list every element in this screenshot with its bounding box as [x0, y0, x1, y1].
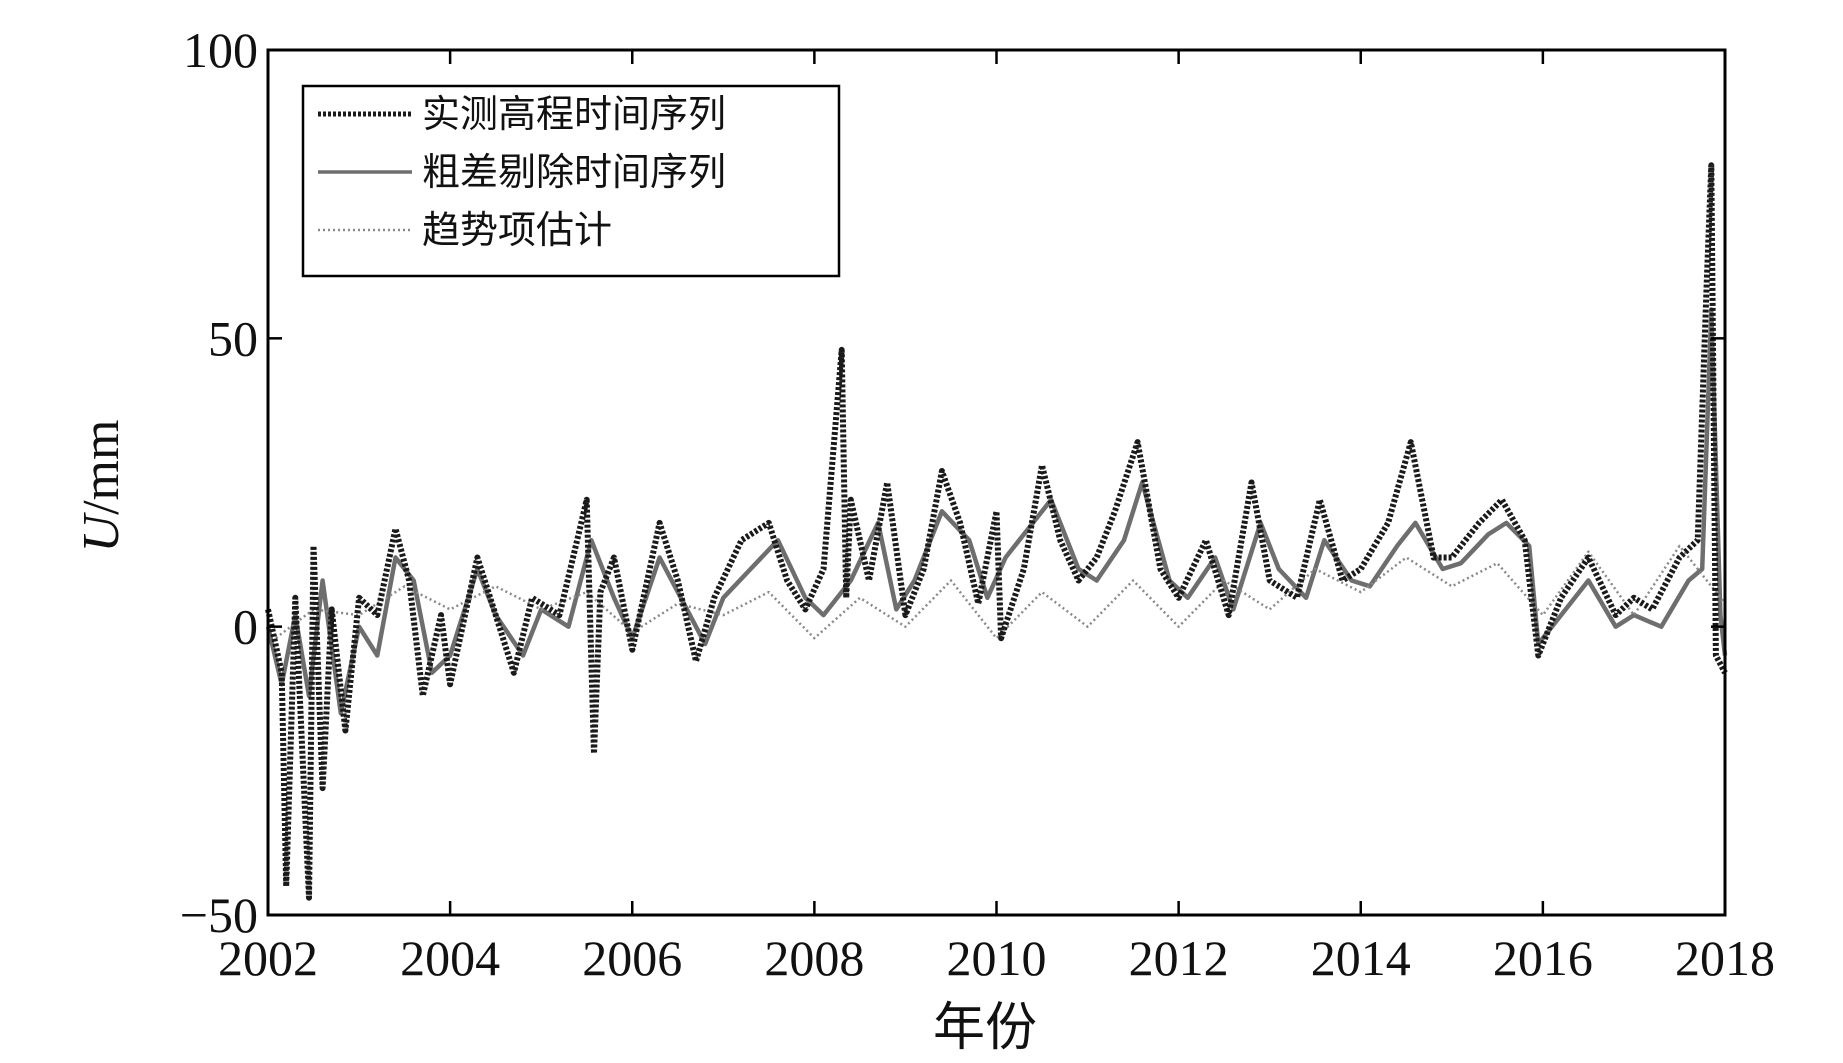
legend-box	[301, 84, 841, 278]
tick-layer: 2002 2004 2006 2008 2010 2012 2014 2016 2018 −50 0…	[180, 22, 1775, 986]
x-tick-label: 2016	[1493, 930, 1593, 986]
y-axis-unit: /mm	[73, 420, 130, 515]
x-tick-label: 2008	[764, 930, 864, 986]
x-tick-label: 2002	[218, 930, 318, 986]
y-tick-label: 100	[183, 22, 258, 78]
y-tick-label: 0	[233, 599, 258, 655]
y-tick-label: 50	[208, 310, 258, 366]
x-axis-title: 年份	[933, 1000, 1037, 1057]
x-tick-label: 2014	[1311, 930, 1411, 986]
x-tick-label: 2018	[1675, 930, 1775, 986]
y-axis-title: U/mm	[73, 420, 130, 553]
x-tick-label: 2006	[582, 930, 682, 986]
y-axis-symbol: U	[73, 511, 130, 552]
legend-label: 实测高程时间序列	[422, 92, 726, 136]
series-layer	[265, 162, 1728, 901]
legend-label: 趋势项估计	[422, 208, 612, 252]
x-tick-label: 2012	[1129, 930, 1229, 986]
series-line-0	[265, 162, 1728, 901]
y-tick-label: −50	[180, 887, 258, 943]
legend-label: 粗差剔除时间序列	[422, 150, 726, 194]
x-tick-label: 2004	[400, 930, 500, 986]
series-line-2	[267, 544, 1726, 645]
x-tick-label: 2010	[947, 930, 1047, 986]
